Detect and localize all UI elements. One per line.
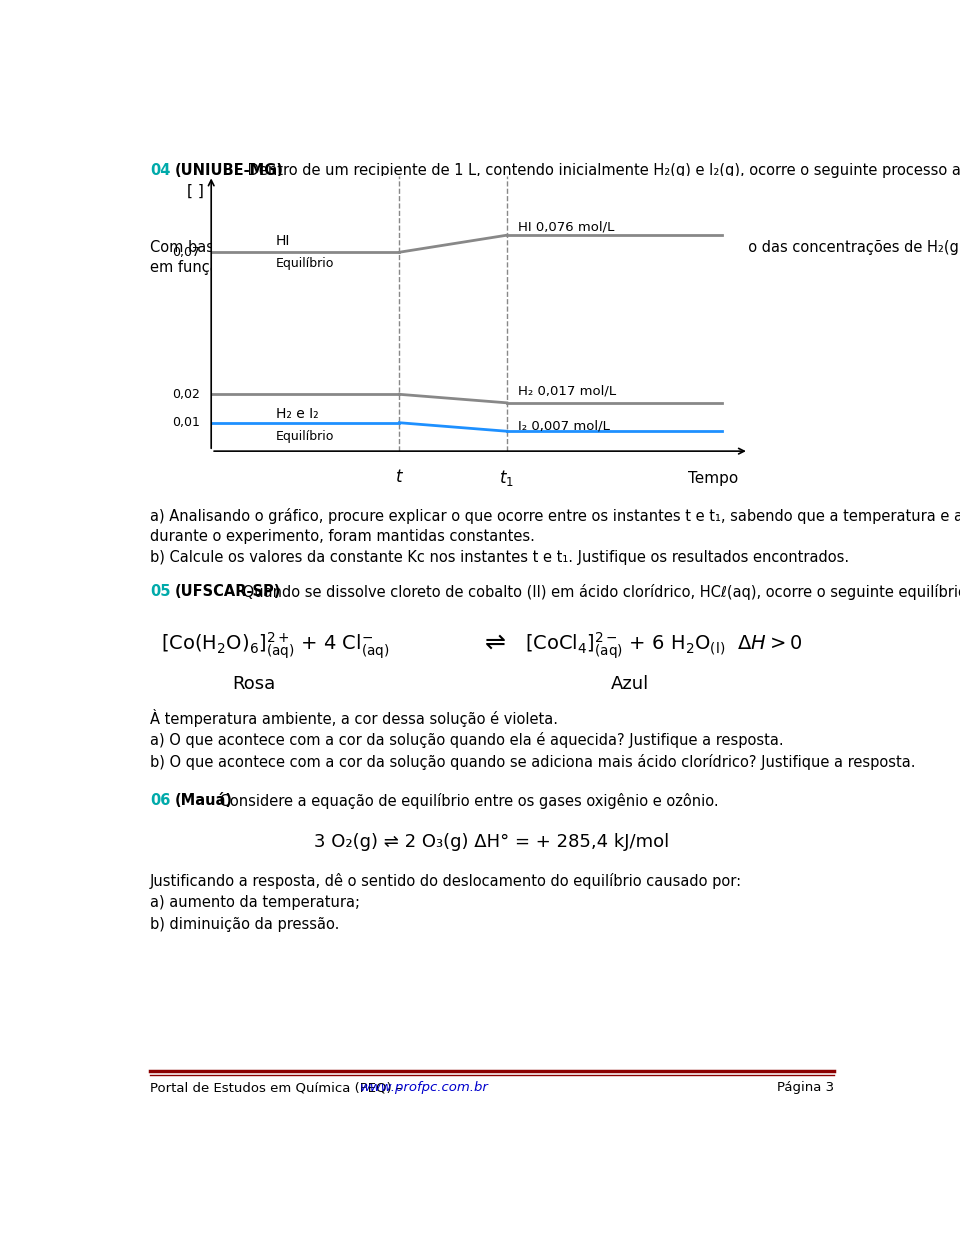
Text: (UFSCAR-SP): (UFSCAR-SP) [175,585,280,599]
Text: a) Analisando o gráfico, procure explicar o que ocorre entre os instantes t e t₁: a) Analisando o gráfico, procure explica… [150,508,960,524]
Text: b) diminuição da pressão.: b) diminuição da pressão. [150,917,339,932]
Text: À temperatura ambiente, a cor dessa solução é violeta.: À temperatura ambiente, a cor dessa solu… [150,709,558,727]
Text: $\left[\mathrm{Co(H_2O)_6}\right]^{2+}_{(\mathrm{aq})}$ $+\ 4\ \mathrm{Cl}^{-}_{: $\left[\mathrm{Co(H_2O)_6}\right]^{2+}_{… [161,630,390,661]
Text: (Mauá): (Mauá) [175,792,232,807]
Text: www.profpc.com.br: www.profpc.com.br [360,1082,490,1094]
Text: Com base em dados experimentais, foi construído o gráfico que mostra a variação : Com base em dados experimentais, foi con… [150,239,960,255]
Text: 05: 05 [150,585,170,599]
Text: b) Calcule os valores da constante Kc nos instantes t e t₁. Justifique os result: b) Calcule os valores da constante Kc no… [150,550,849,565]
Text: [ ]: [ ] [186,184,204,199]
Text: 0,01: 0,01 [173,417,201,429]
Text: HI 0,076 mol/L: HI 0,076 mol/L [517,220,614,234]
Text: Página 3: Página 3 [777,1082,834,1094]
Text: durante o experimento, foram mantidas constantes.: durante o experimento, foram mantidas co… [150,529,535,544]
Text: H₂ 0,017 mol/L: H₂ 0,017 mol/L [517,384,615,398]
Text: Tempo: Tempo [687,471,738,486]
Text: Rosa: Rosa [232,675,276,692]
Text: HI: HI [276,234,290,248]
Text: Justificando a resposta, dê o sentido do deslocamento do equilíbrio causado por:: Justificando a resposta, dê o sentido do… [150,873,742,889]
Text: Dentro de um recipiente de 1 L, contendo inicialmente H₂(g) e I₂(g), ocorre o se: Dentro de um recipiente de 1 L, contendo… [243,163,960,178]
Text: I₂ 0,007 mol/L: I₂ 0,007 mol/L [517,419,610,433]
Text: $\left[\mathrm{CoCl_4}\right]^{2-}_{(\mathrm{aq})}$ $+\ 6\ \mathrm{H_2O_{(l)}}\ : $\left[\mathrm{CoCl_4}\right]^{2-}_{(\ma… [525,630,803,661]
Text: Portal de Estudos em Química (PEQ) –: Portal de Estudos em Química (PEQ) – [150,1082,406,1094]
Text: Considere a equação de equilíbrio entre os gases oxigênio e ozônio.: Considere a equação de equilíbrio entre … [215,792,719,808]
Text: 3 O₂(g) ⇌ 2 O₃(g) ΔH° = + 285,4 kJ/mol: 3 O₂(g) ⇌ 2 O₃(g) ΔH° = + 285,4 kJ/mol [314,833,670,850]
Text: Azul: Azul [611,675,649,692]
Text: $t$: $t$ [395,468,404,486]
Text: Quando se dissolve cloreto de cobalto (II) em ácido clorídrico, HCℓ(aq), ocorre : Quando se dissolve cloreto de cobalto (I… [237,585,960,601]
Text: b) O que acontece com a cor da solução quando se adiciona mais ácido clorídrico?: b) O que acontece com a cor da solução q… [150,754,915,770]
Text: 06: 06 [150,792,170,807]
Text: 0,02: 0,02 [173,388,201,400]
Text: 0,07: 0,07 [173,246,201,258]
Text: a) O que acontece com a cor da solução quando ela é aquecida? Justifique a respo: a) O que acontece com a cor da solução q… [150,732,783,748]
Text: 04: 04 [150,163,170,178]
Text: a) aumento da temperatura;: a) aumento da temperatura; [150,895,360,911]
Text: Equilíbrio: Equilíbrio [276,257,334,271]
Text: Equilíbrio: Equilíbrio [276,430,334,444]
Text: H₂(g) + I₂(g) ⇌ 2 HI(g): H₂(g) + I₂(g) ⇌ 2 HI(g) [400,199,584,216]
Text: ⇌: ⇌ [485,630,506,655]
Text: $t_1$: $t_1$ [499,468,515,488]
Text: (UNIUBE-MG): (UNIUBE-MG) [175,163,283,178]
Text: H₂ e I₂: H₂ e I₂ [276,407,319,421]
Text: em função do tempo.: em função do tempo. [150,260,306,274]
